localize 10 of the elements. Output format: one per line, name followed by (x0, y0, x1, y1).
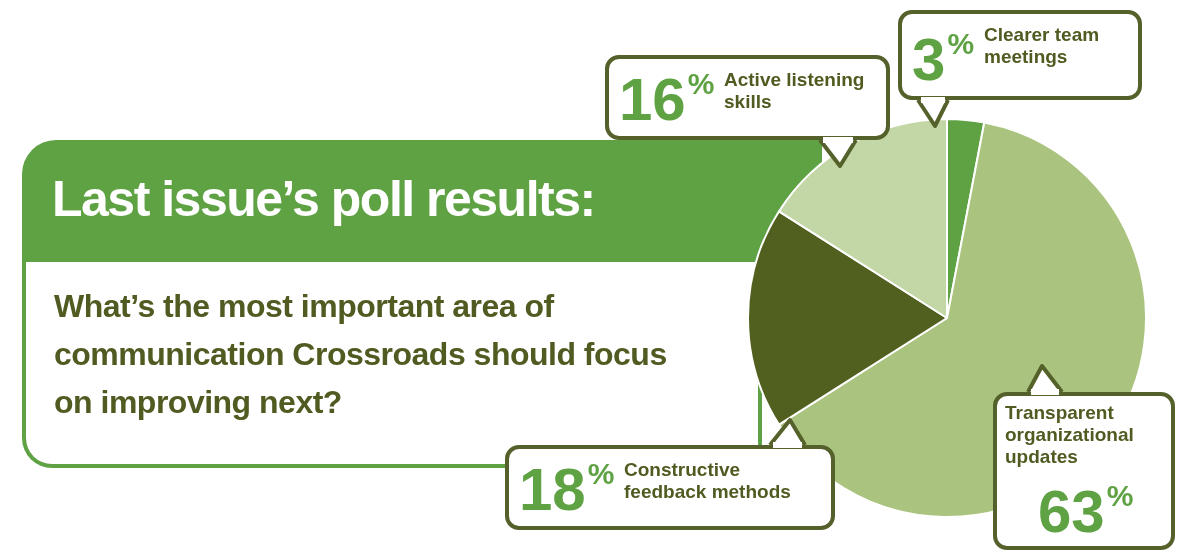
data-label: 63$^{%}$ (1038, 478, 1134, 547)
slice-label: Constructive feedback methods (624, 459, 792, 503)
text: Last issue’s poll results: (52, 170, 595, 228)
data-label: 18$^{%}$ (519, 456, 615, 525)
slice-label: Clearer team meetings (984, 24, 1101, 68)
slice-label: Active listening skills (724, 69, 866, 113)
data-label: 3$^{%}$ (912, 26, 975, 95)
data-label: 16$^{%}$ (619, 66, 715, 135)
text: What’s the most important area of communication Crossroads should focus on improving next? (54, 287, 668, 422)
slice-label: Transparent organizational updates (1005, 402, 1135, 468)
